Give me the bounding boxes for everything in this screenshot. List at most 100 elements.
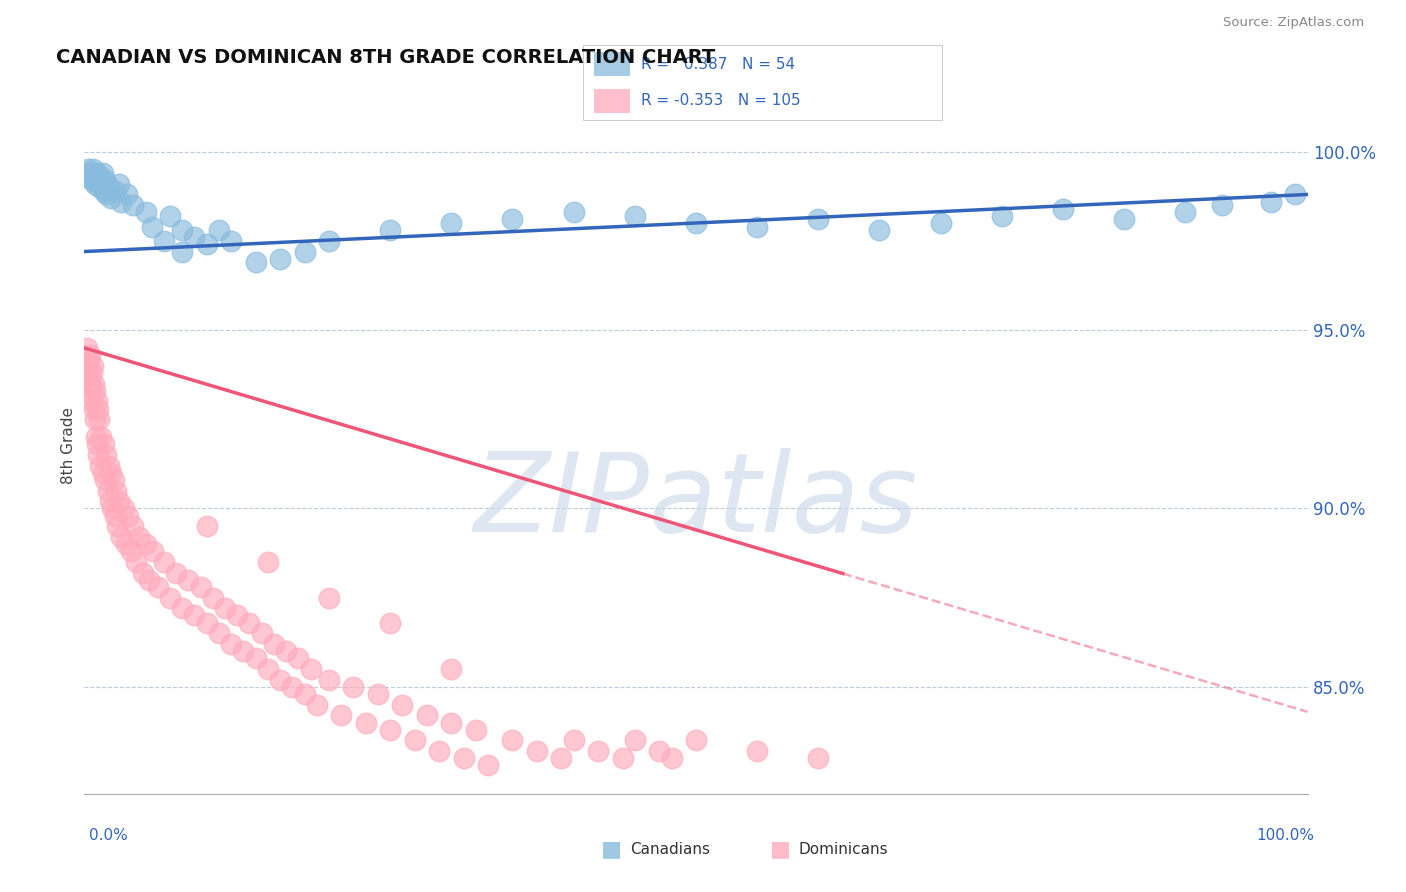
Point xyxy=(661,751,683,765)
Point xyxy=(90,177,112,191)
Point xyxy=(305,698,328,712)
Point xyxy=(354,715,377,730)
Point xyxy=(159,591,181,605)
Point xyxy=(80,366,103,380)
Point xyxy=(1114,212,1136,227)
Point xyxy=(502,733,524,747)
Point xyxy=(86,166,108,180)
Point xyxy=(138,573,160,587)
Point xyxy=(87,448,110,462)
Point xyxy=(562,205,585,219)
Point xyxy=(82,359,104,373)
Point xyxy=(440,216,463,230)
Text: CANADIAN VS DOMINICAN 8TH GRADE CORRELATION CHART: CANADIAN VS DOMINICAN 8TH GRADE CORRELAT… xyxy=(56,48,716,68)
Point xyxy=(77,351,100,366)
Point xyxy=(79,376,101,391)
Point xyxy=(172,601,194,615)
Bar xyxy=(595,52,630,77)
Point xyxy=(122,519,145,533)
Point xyxy=(685,216,707,230)
Point xyxy=(172,244,194,259)
Point xyxy=(89,458,111,473)
Point xyxy=(245,651,267,665)
Point xyxy=(82,162,104,177)
Point xyxy=(1211,198,1233,212)
Point xyxy=(91,466,114,480)
Point xyxy=(269,252,291,266)
Point xyxy=(281,680,304,694)
Point xyxy=(107,494,129,508)
Point xyxy=(165,566,187,580)
Point xyxy=(416,708,439,723)
Point xyxy=(87,180,110,194)
Point xyxy=(159,209,181,223)
Text: ZIPatlas: ZIPatlas xyxy=(474,448,918,555)
Point xyxy=(125,555,148,569)
Point xyxy=(177,573,200,587)
Point xyxy=(135,205,157,219)
Point xyxy=(77,359,100,373)
Point xyxy=(342,680,364,694)
Point xyxy=(94,173,117,187)
Point xyxy=(747,744,769,758)
Text: ■: ■ xyxy=(602,839,621,859)
Text: R = -0.353   N = 105: R = -0.353 N = 105 xyxy=(641,93,800,108)
Point xyxy=(80,394,103,409)
Point xyxy=(87,173,110,187)
Point xyxy=(96,187,118,202)
Point xyxy=(117,508,139,523)
Point xyxy=(929,216,952,230)
Point xyxy=(624,209,647,223)
Point xyxy=(83,401,105,416)
Point xyxy=(299,662,322,676)
Point xyxy=(380,723,402,737)
Point xyxy=(146,580,169,594)
Point xyxy=(135,537,157,551)
Point xyxy=(991,209,1014,223)
Point xyxy=(97,483,120,498)
Point xyxy=(232,644,254,658)
Point xyxy=(110,530,132,544)
Point xyxy=(84,177,107,191)
Point xyxy=(318,673,340,687)
Point xyxy=(648,744,671,758)
Point xyxy=(105,519,128,533)
Text: R =   0.387   N = 54: R = 0.387 N = 54 xyxy=(641,57,794,72)
Point xyxy=(502,212,524,227)
Point xyxy=(86,437,108,451)
Y-axis label: 8th Grade: 8th Grade xyxy=(60,408,76,484)
Point xyxy=(100,191,122,205)
Point xyxy=(427,744,450,758)
Point xyxy=(93,437,115,451)
Point xyxy=(153,555,176,569)
Point xyxy=(219,234,242,248)
Point xyxy=(269,673,291,687)
Point xyxy=(391,698,413,712)
Point xyxy=(77,162,100,177)
Point xyxy=(84,384,107,398)
Point xyxy=(107,177,129,191)
Point xyxy=(76,341,98,355)
Point xyxy=(110,194,132,209)
Point xyxy=(453,751,475,765)
Point xyxy=(80,173,103,187)
Point xyxy=(1174,205,1197,219)
Point xyxy=(112,501,135,516)
Text: Dominicans: Dominicans xyxy=(799,842,889,856)
Point xyxy=(562,733,585,747)
Text: ■: ■ xyxy=(770,839,790,859)
Point xyxy=(122,198,145,212)
Point xyxy=(87,412,110,426)
Point xyxy=(183,230,205,244)
Point xyxy=(257,555,280,569)
Point xyxy=(208,626,231,640)
Point xyxy=(153,234,176,248)
Point xyxy=(807,751,830,765)
Point xyxy=(440,662,463,676)
Point xyxy=(96,448,118,462)
Point xyxy=(276,644,298,658)
Point xyxy=(263,637,285,651)
Point xyxy=(195,237,218,252)
Point xyxy=(201,591,224,605)
Text: 100.0%: 100.0% xyxy=(1257,829,1315,843)
